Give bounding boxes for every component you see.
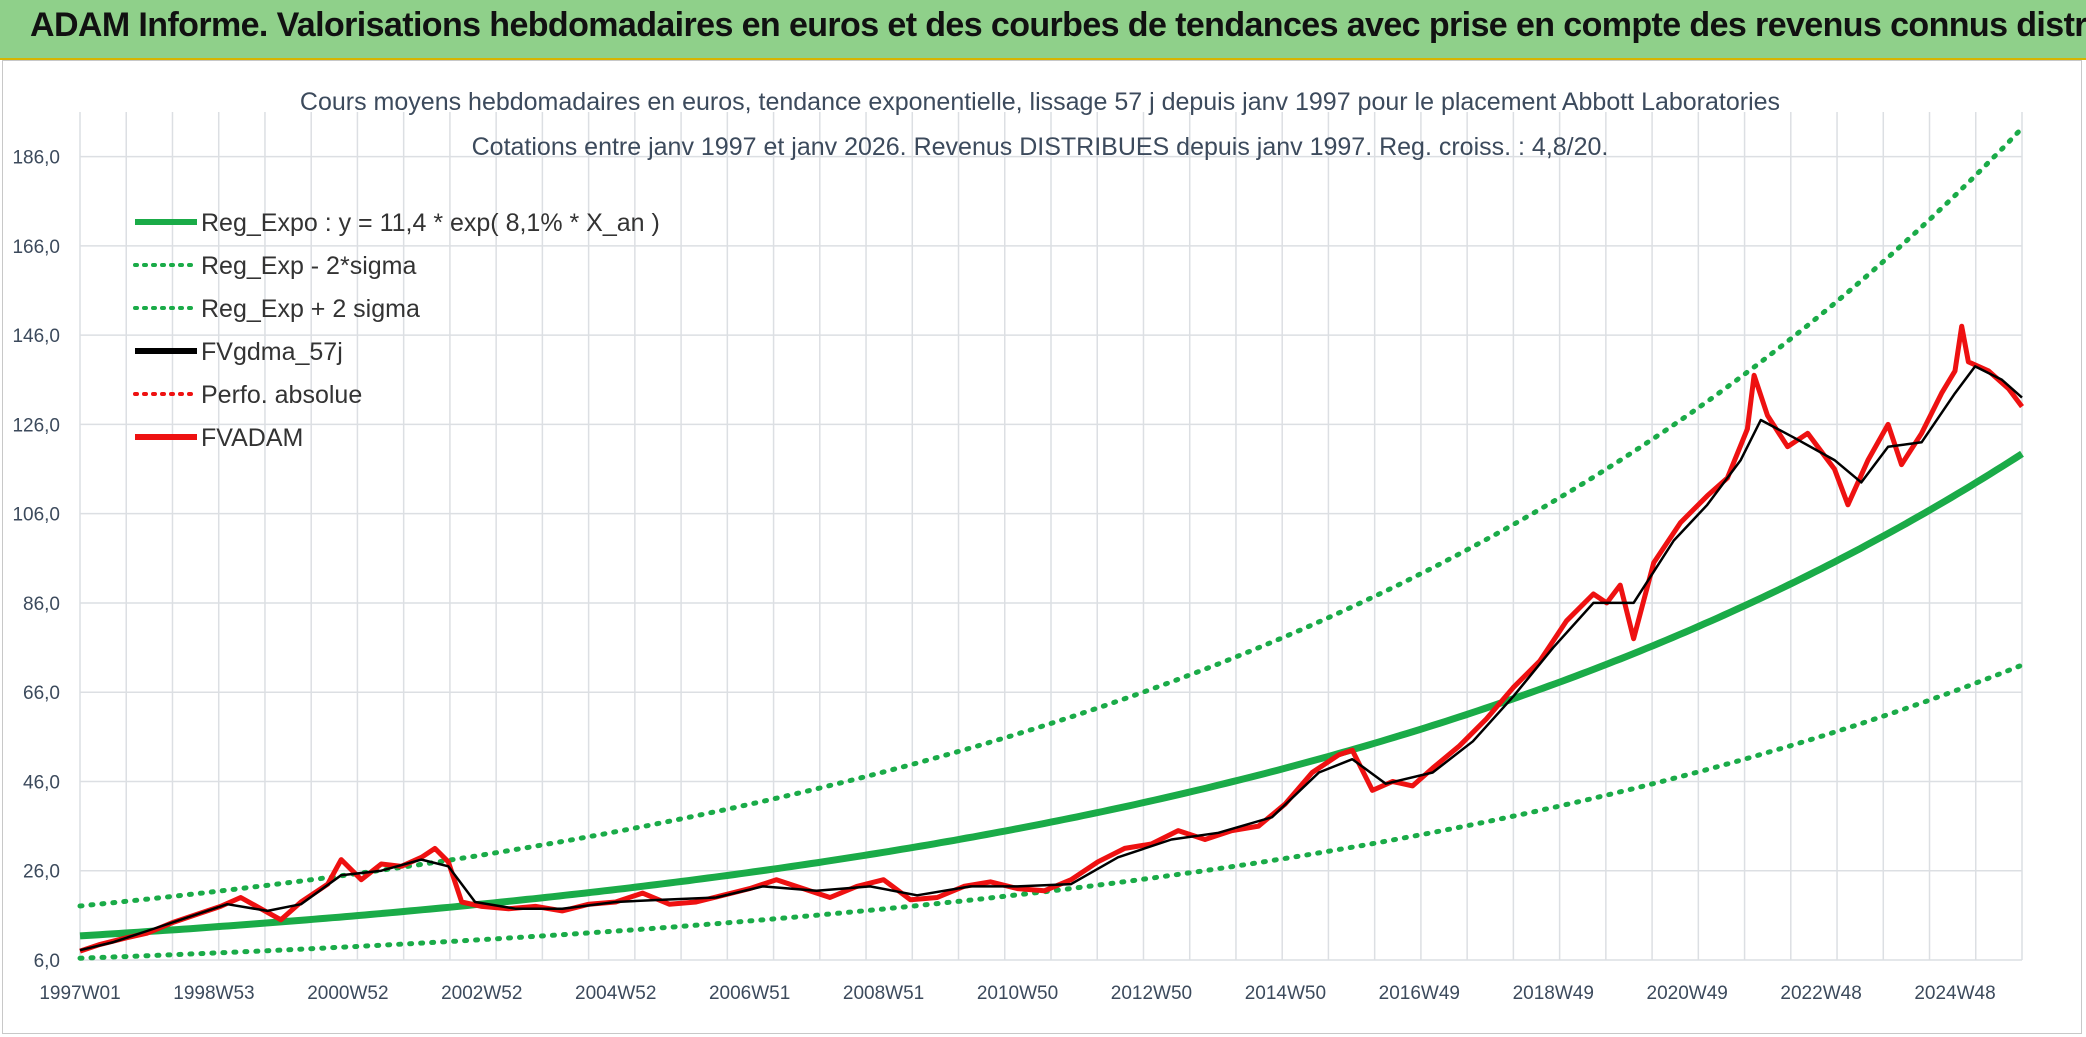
x-tick-label: 2016W49 [1379,983,1460,1004]
x-tick-label: 2018W49 [1513,983,1594,1004]
x-tick-label: 1998W53 [173,983,254,1004]
chart-subtitle: Cotations entre janv 1997 et janv 2026. … [472,133,1609,161]
x-tick-label: 2010W50 [977,983,1058,1004]
y-tick-label: 86,0 [23,594,60,615]
chart-frame [2,60,2082,1034]
x-tick-label: 2008W51 [843,983,924,1004]
series-lines [77,125,2025,961]
series-reg-expo [79,450,2024,940]
x-tick-label: 2022W48 [1780,983,1861,1004]
y-tick-label: 166,0 [12,237,60,258]
x-tick-label: 2020W49 [1647,983,1728,1004]
chart-title: Cours moyens hebdomadaires en euros, ten… [300,88,1780,116]
y-tick-label: 106,0 [12,505,60,526]
y-tick-label: 46,0 [23,772,60,793]
legend-label: Reg_Exp + 2 sigma [201,295,420,323]
x-tick-label: 2024W48 [1914,983,1995,1004]
y-tick-label: 146,0 [12,326,60,347]
y-tick-label: 186,0 [12,148,60,169]
x-tick-label: 1997W01 [39,983,120,1004]
legend: Reg_Expo : y = 11,4 * exp( 8,1% * X_an )… [133,209,660,452]
legend-label: FVgdma_57j [201,338,343,366]
x-tick-label: 2002W52 [441,983,522,1004]
report-banner: ADAM Informe. Valorisations hebdomadaire… [0,0,2086,60]
y-tick-label: 6,0 [34,951,60,972]
x-tick-label: 2004W52 [575,983,656,1004]
x-tick-label: 2000W52 [307,983,388,1004]
legend-label: Reg_Exp - 2*sigma [201,252,416,280]
series-fvgdma_57j [79,365,2023,952]
x-tick-label: 2012W50 [1111,983,1192,1004]
x-axis-labels: 1997W01 1998W53 2000W52 2002W52 2004W52 2006W… [39,983,1995,1004]
y-tick-label: 66,0 [23,683,60,704]
y-axis-labels: 186,0 166,0 146,0 126,0 106,0 86,0 66,0 46,0 26,… [12,148,60,972]
grid-lines [79,112,2023,961]
series-reg-exp-2-sigma [77,125,2025,909]
legend-label: Reg_Expo : y = 11,4 * exp( 8,1% * X_an ) [201,209,660,237]
series-reg-exp-2-sigma [77,662,2025,961]
x-tick-label: 2014W50 [1245,983,1326,1004]
legend-label: FVADAM [201,424,303,452]
report-title: ADAM Informe. Valorisations hebdomadaire… [30,6,2086,44]
x-tick-label: 2006W51 [709,983,790,1004]
legend-label: Perfo. absolue [201,381,362,409]
y-tick-label: 26,0 [23,862,60,883]
y-tick-label: 126,0 [12,415,60,436]
